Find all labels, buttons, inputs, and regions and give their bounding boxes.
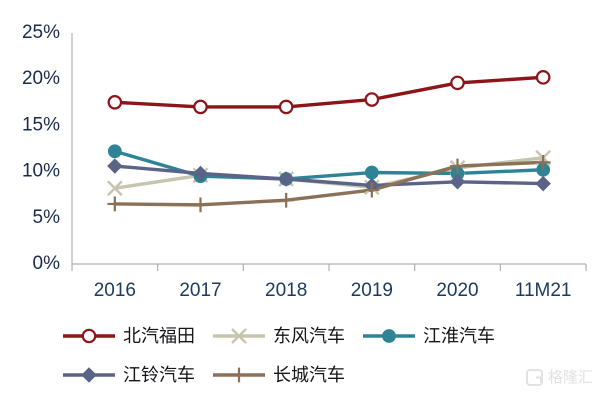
x-axis-tick-marks: [71, 264, 587, 271]
series-polylines: [113, 75, 545, 207]
legend-marker-icon: [81, 367, 97, 383]
series-line-5: [113, 160, 545, 207]
legend-marker-icon: [81, 328, 97, 344]
data-point-marker: [278, 171, 294, 187]
y-axis-tick-label: 20%: [22, 68, 60, 89]
legend-label: 北汽福田: [123, 326, 195, 346]
data-point-marker: [450, 158, 465, 174]
data-point-marker: [193, 99, 208, 115]
legend-item[interactable]: 江淮汽车: [363, 326, 495, 346]
legend-item[interactable]: 北汽福田: [63, 326, 195, 346]
data-point-marker: [107, 95, 123, 110]
data-point-marker: [535, 175, 551, 192]
data-point-marker: [278, 99, 294, 115]
data-point-marker: [535, 70, 551, 85]
legend-marker-icon: [231, 328, 247, 344]
y-axis-tick-label: 5%: [33, 207, 61, 228]
data-point-marker: [535, 154, 551, 170]
x-axis-tick-label: 11M21: [515, 280, 572, 301]
data-point-marker: [192, 165, 209, 182]
data-point-marker: [107, 158, 123, 174]
x-axis-tick-label: 2018: [265, 280, 307, 301]
data-point-marker: [364, 182, 380, 198]
x-axis-tick-labels: 2016 2017 2018 2019 2020 11M21: [94, 280, 572, 301]
legend-label: 江淮汽车: [423, 326, 495, 346]
legend-label: 长城汽车: [273, 365, 345, 385]
data-point-marker: [106, 180, 123, 197]
x-axis-tick-label: 2019: [351, 280, 393, 301]
legend-label: 江铃汽车: [123, 365, 195, 385]
data-point-marker: [193, 197, 208, 213]
series-line-4: [113, 164, 545, 188]
y-axis-tick-label: 10%: [22, 161, 60, 182]
data-point-marker: [278, 192, 294, 208]
series-markers: [106, 70, 552, 213]
legend-item[interactable]: 长城汽车: [213, 365, 345, 385]
x-axis-tick-label: 2016: [94, 280, 136, 301]
series-line-1: [113, 75, 545, 109]
watermark: 格隆汇: [526, 369, 593, 386]
y-axis-tick-label: 25%: [22, 22, 60, 43]
data-point-marker: [107, 144, 122, 159]
watermark-logo-mark-icon: [536, 376, 542, 383]
legend-marker-icon: [382, 329, 396, 343]
x-axis-tick-label: 2017: [179, 280, 221, 301]
data-point-marker: [450, 75, 465, 91]
y-axis-tick-label: 15%: [22, 114, 60, 135]
y-axis-tick-labels: 0% 5% 10% 15% 20% 25%: [22, 22, 60, 274]
legend-marker-icon: [231, 367, 247, 383]
data-point-marker: [364, 92, 380, 107]
legend-label: 东风汽车: [273, 326, 345, 346]
data-point-marker: [449, 174, 466, 190]
legend-item[interactable]: 江铃汽车: [63, 365, 195, 385]
legend-item[interactable]: 东风汽车: [213, 326, 345, 346]
data-point-marker: [364, 165, 379, 180]
x-axis-tick-label: 2020: [436, 280, 478, 301]
y-axis-tick-label: 0%: [33, 253, 61, 274]
chart-axes: [71, 33, 586, 265]
data-point-marker: [107, 196, 123, 212]
watermark-label: 格隆汇: [548, 369, 593, 386]
